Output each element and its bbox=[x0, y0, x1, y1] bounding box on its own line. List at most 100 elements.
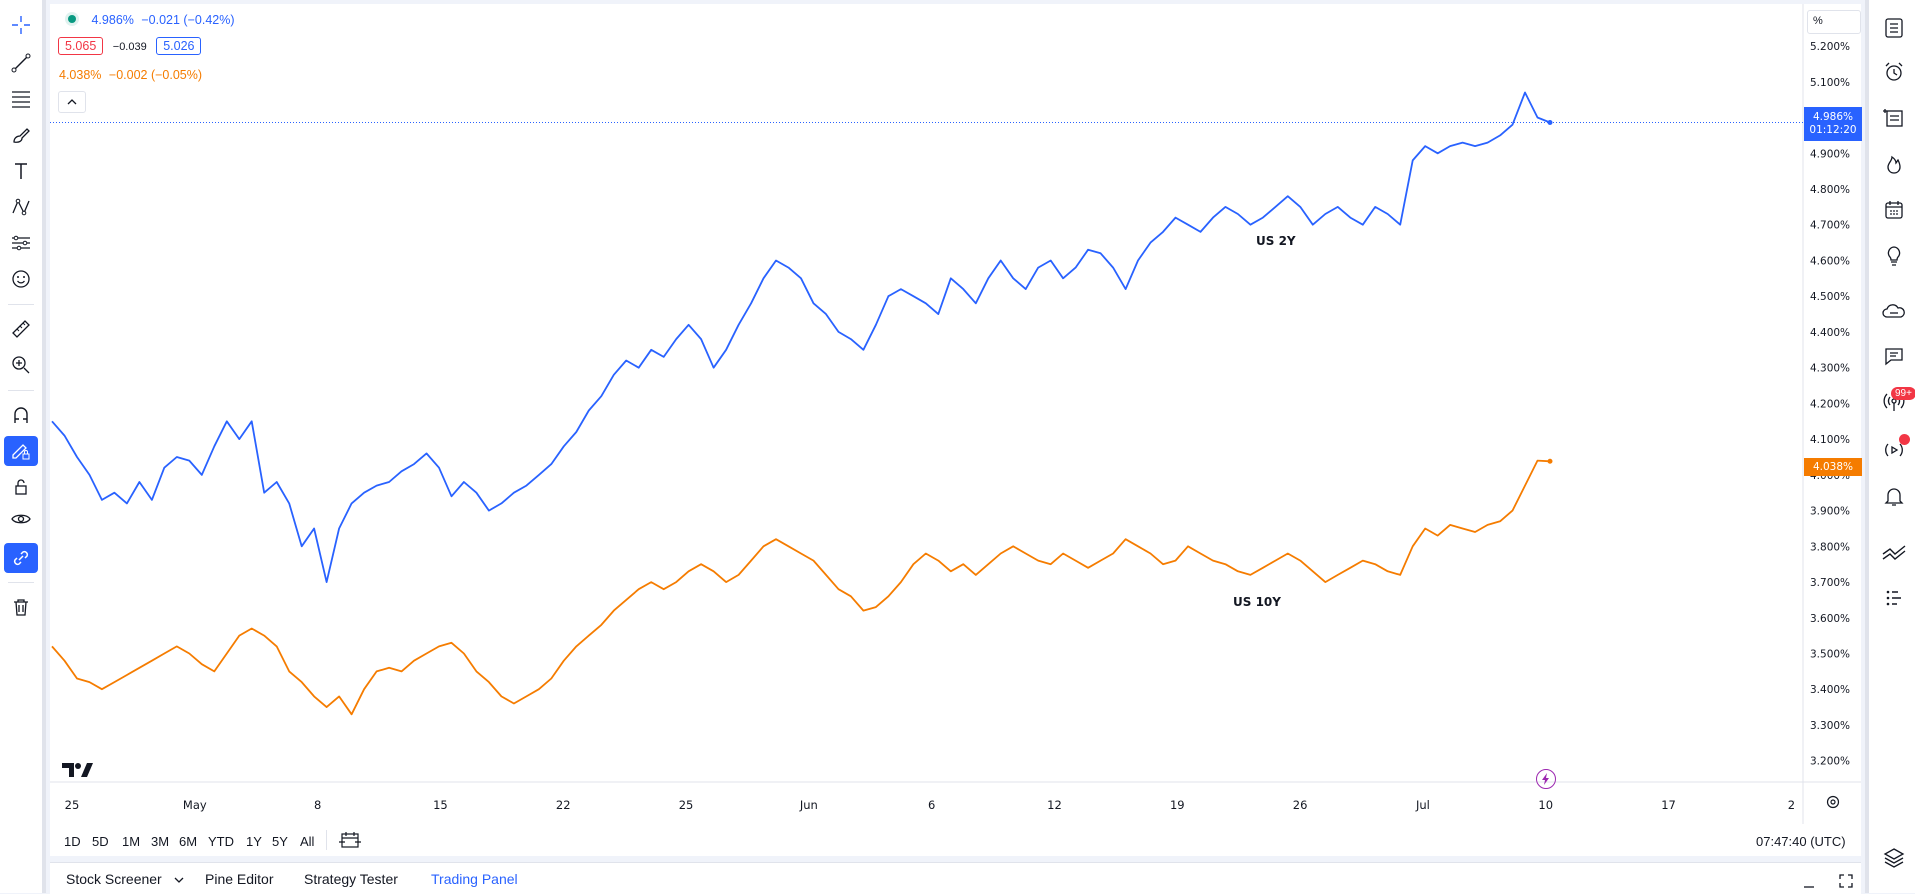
price-tick-label: 3.900% bbox=[1810, 506, 1850, 518]
date-tick-label: 17 bbox=[1661, 798, 1676, 812]
news-flash-button[interactable] bbox=[1536, 769, 1556, 789]
axis-settings-button[interactable] bbox=[1825, 794, 1841, 815]
notification-badge: 99+ bbox=[1891, 387, 1915, 400]
tab-stock-screener[interactable]: Stock Screener bbox=[66, 871, 184, 887]
price-unit-button[interactable]: % bbox=[1807, 10, 1861, 34]
eye-icon[interactable] bbox=[4, 504, 38, 534]
fib-retracement-icon[interactable] bbox=[4, 84, 38, 114]
price-unit-label: % bbox=[1813, 15, 1823, 27]
collapse-legend-button[interactable] bbox=[58, 91, 86, 113]
text-tool-icon[interactable] bbox=[4, 156, 38, 186]
draw-lock-icon[interactable] bbox=[4, 436, 38, 466]
emoji-icon[interactable] bbox=[4, 264, 38, 294]
price-tick-label: 3.200% bbox=[1810, 756, 1850, 768]
timeframe-1m[interactable]: 1M bbox=[122, 834, 141, 849]
trading-panel-icon[interactable] bbox=[1873, 534, 1915, 570]
price-tick-label: 5.100% bbox=[1810, 77, 1850, 89]
utc-clock[interactable]: 07:47:40 (UTC) bbox=[1756, 834, 1846, 849]
calendar-icon[interactable] bbox=[1873, 192, 1915, 228]
layers-icon[interactable] bbox=[1873, 840, 1915, 876]
price-tick-label: 4.800% bbox=[1810, 184, 1850, 196]
timeframe-divider bbox=[326, 830, 327, 850]
date-tick-label: 12 bbox=[1047, 798, 1062, 812]
chart-svg[interactable]: 5.200%5.100%5.000%4.900%4.800%4.700%4.60… bbox=[50, 4, 1861, 856]
date-tick-label: Jul bbox=[1415, 798, 1430, 812]
date-tick-label: 22 bbox=[556, 798, 571, 812]
ruler-icon[interactable] bbox=[4, 314, 38, 344]
brush-icon[interactable] bbox=[4, 120, 38, 150]
tradingview-logo[interactable] bbox=[62, 762, 94, 783]
zoom-in-icon[interactable] bbox=[4, 350, 38, 380]
date-range-button[interactable] bbox=[339, 830, 361, 855]
tab-strategy-tester[interactable]: Strategy Tester bbox=[304, 871, 398, 887]
date-tick-label: 6 bbox=[928, 798, 935, 812]
object-tree-icon[interactable] bbox=[1873, 100, 1915, 136]
series-label: US 10Y bbox=[1233, 595, 1281, 609]
timeframe-5d[interactable]: 5D bbox=[92, 834, 109, 849]
magnet-icon[interactable] bbox=[4, 400, 38, 430]
date-tick-label: 2 bbox=[1788, 798, 1795, 812]
timeframe-1y[interactable]: 1Y bbox=[246, 834, 262, 849]
tab-trading-panel[interactable]: Trading Panel bbox=[431, 871, 518, 887]
trend-line-icon[interactable] bbox=[4, 48, 38, 78]
timeframe-all[interactable]: All bbox=[300, 834, 315, 849]
minimize-panel-button[interactable] bbox=[1802, 875, 1816, 894]
date-tick-label: Jun bbox=[799, 798, 818, 812]
timeframe-1d[interactable]: 1D bbox=[64, 834, 81, 849]
series-line-us10y[interactable] bbox=[51, 459, 1551, 716]
current-price-label-us10y: 4.038% bbox=[1804, 458, 1862, 476]
date-tick-label: May bbox=[183, 798, 207, 812]
series-line-us2y[interactable] bbox=[51, 91, 1551, 583]
minimize-icon bbox=[1804, 886, 1814, 888]
series-2-value: 4.038% bbox=[59, 68, 102, 82]
price-tick-label: 3.600% bbox=[1810, 613, 1850, 625]
countdown-time: 01:12:20 bbox=[1809, 124, 1857, 136]
chart-area[interactable]: 4.986% −0.021 (−0.42%) 5.065 −0.039 5.02… bbox=[50, 4, 1862, 856]
series-2-change: −0.002 (−0.05%) bbox=[108, 68, 203, 82]
price-tick-label: 3.500% bbox=[1810, 649, 1850, 661]
timeframe-3m[interactable]: 3M bbox=[151, 834, 170, 849]
link-icon[interactable] bbox=[4, 543, 38, 573]
ask-button[interactable]: 5.026 bbox=[156, 37, 202, 55]
pattern-icon[interactable] bbox=[4, 192, 38, 222]
watchlist-icon[interactable] bbox=[1873, 10, 1915, 46]
spread-value: −0.039 bbox=[112, 41, 147, 53]
price-tick-label: 4.300% bbox=[1810, 363, 1850, 375]
chat-icon[interactable] bbox=[1873, 338, 1915, 374]
hotlists-flame-icon[interactable] bbox=[1873, 146, 1915, 182]
maximize-panel-button[interactable] bbox=[1838, 873, 1854, 894]
date-tick-label: 15 bbox=[433, 798, 448, 812]
dom-icon[interactable] bbox=[1873, 580, 1915, 616]
lock-icon[interactable] bbox=[4, 472, 38, 502]
toolbar-divider bbox=[8, 582, 34, 583]
bell-icon[interactable] bbox=[1873, 478, 1915, 514]
legend-series-2: 4.038% −0.002 (−0.05%) bbox=[59, 68, 202, 82]
timeframe-5y[interactable]: 5Y bbox=[272, 834, 288, 849]
series-visibility-dot[interactable] bbox=[68, 15, 76, 23]
lightning-icon bbox=[1542, 773, 1549, 785]
series-label: US 2Y bbox=[1256, 234, 1296, 248]
streams-cloud-icon[interactable] bbox=[1873, 294, 1915, 330]
toolbar-divider bbox=[8, 390, 34, 391]
tab-label: Stock Screener bbox=[66, 871, 162, 887]
chevron-up-icon bbox=[67, 99, 77, 105]
timeframe-ytd[interactable]: YTD bbox=[208, 834, 234, 849]
price-tick-label: 4.100% bbox=[1810, 434, 1850, 446]
current-price-value: 4.038% bbox=[1812, 461, 1854, 473]
crosshair-icon[interactable] bbox=[4, 10, 38, 40]
legend-series-1: 4.986% −0.021 (−0.42%) bbox=[68, 13, 235, 27]
trash-icon[interactable] bbox=[4, 592, 38, 622]
alarm-clock-icon[interactable] bbox=[1873, 54, 1915, 90]
ideas-lightbulb-icon[interactable] bbox=[1873, 238, 1915, 274]
bid-button[interactable]: 5.065 bbox=[58, 37, 104, 55]
chevron-down-icon bbox=[174, 877, 184, 883]
forecast-tool-icon[interactable] bbox=[4, 228, 38, 258]
live-stream-icon[interactable] bbox=[1873, 432, 1915, 468]
bid-ask-row: 5.065 −0.039 5.026 bbox=[58, 37, 202, 55]
last-point-marker bbox=[1547, 458, 1553, 464]
gear-icon bbox=[1826, 795, 1840, 809]
timeframe-6m[interactable]: 6M bbox=[179, 834, 198, 849]
price-tick-label: 5.200% bbox=[1810, 41, 1850, 53]
date-tick-label: 19 bbox=[1170, 798, 1185, 812]
tab-pine-editor[interactable]: Pine Editor bbox=[205, 871, 274, 887]
